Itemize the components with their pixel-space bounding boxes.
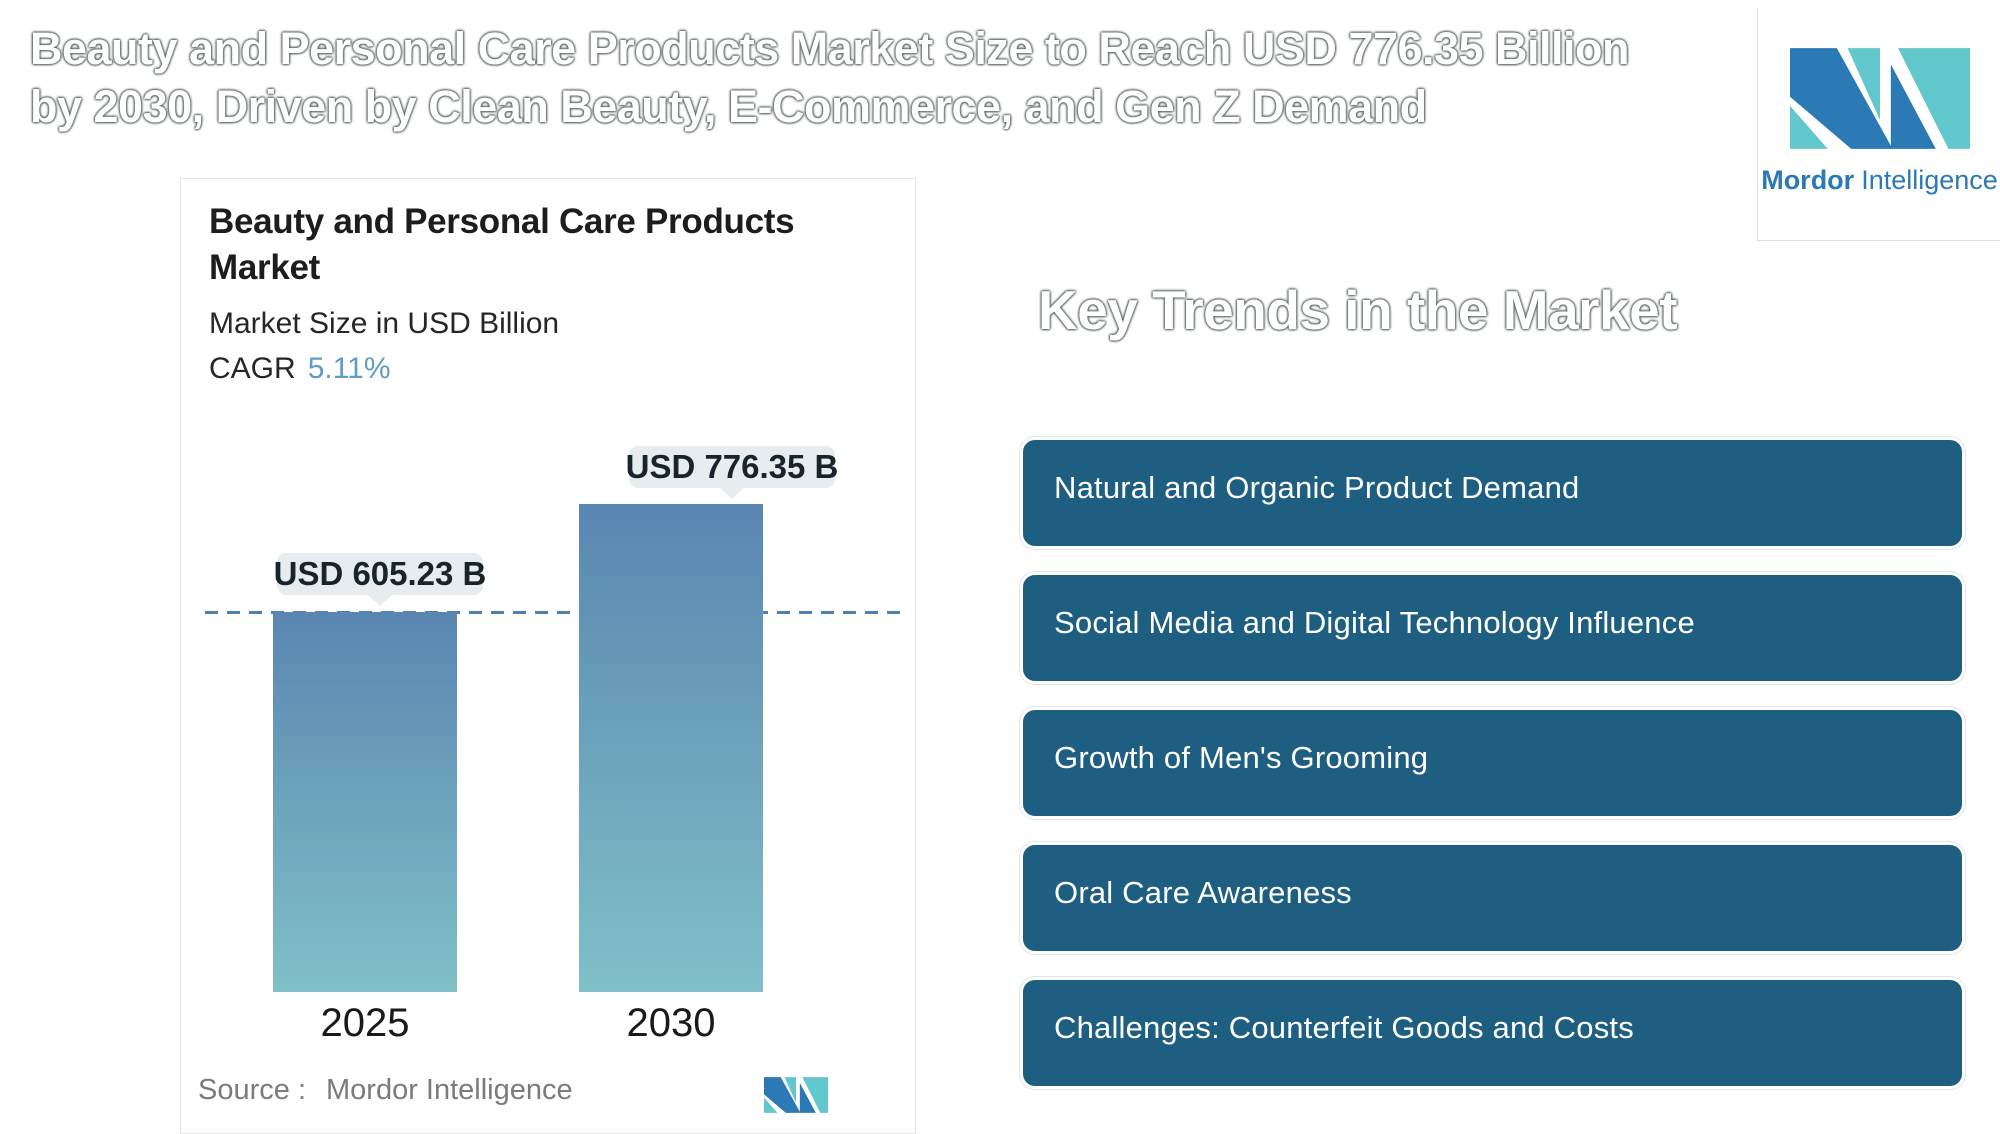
page-title: Beauty and Personal Care Products Market…: [30, 20, 1750, 136]
cagr-value: 5.11%: [307, 352, 391, 385]
value-callout-2025: USD 605.23 B: [274, 553, 486, 595]
page-title-line2: by 2030, Driven by Clean Beauty, E-Comme…: [30, 81, 1427, 132]
chart-subtitle: Market Size in USD Billion: [209, 307, 560, 340]
mordor-intelligence-logo-icon: [1789, 48, 1970, 149]
trend-box-5: Challenges: Counterfeit Goods and Costs: [1020, 977, 1965, 1089]
brand-name: Mordor Intelligence: [1761, 165, 1998, 196]
trend-label-2: Social Media and Digital Technology Infl…: [1054, 605, 1695, 640]
source-value: Mordor Intelligence: [326, 1074, 573, 1106]
trends-heading: Key Trends in the Market: [1038, 279, 1678, 341]
market-chart-card: Beauty and Personal Care Products Market…: [180, 178, 916, 1134]
trend-label-1: Natural and Organic Product Demand: [1054, 470, 1580, 505]
trend-label-4: Oral Care Awareness: [1054, 875, 1352, 910]
chart-title-line2: Market: [209, 248, 321, 287]
trend-box-1: Natural and Organic Product Demand: [1020, 437, 1965, 549]
chart-cagr: CAGR 5.11%: [209, 352, 391, 386]
page-title-line1: Beauty and Personal Care Products Market…: [30, 23, 1630, 74]
trend-box-3: Growth of Men's Grooming: [1020, 707, 1965, 819]
cagr-label: CAGR: [209, 352, 296, 385]
bar-2025: [273, 612, 457, 992]
chart-title: Beauty and Personal Care Products Market: [209, 199, 869, 291]
x-axis-label-2025: 2025: [320, 1001, 410, 1045]
chart-title-line1: Beauty and Personal Care Products: [209, 202, 795, 241]
brand-name-regular: Intelligence: [1861, 165, 1998, 195]
source-row: Source : Mordor Intelligence: [198, 1074, 573, 1107]
trend-box-2: Social Media and Digital Technology Infl…: [1020, 572, 1965, 684]
trend-box-4: Oral Care Awareness: [1020, 842, 1965, 954]
brand-name-bold: Mordor: [1761, 165, 1855, 195]
source-label: Source :: [198, 1074, 306, 1106]
baseline-dashed-line: [205, 611, 905, 614]
bar-2030: [579, 504, 763, 992]
trend-label-3: Growth of Men's Grooming: [1054, 740, 1429, 775]
value-callout-2030: USD 776.35 B: [626, 446, 838, 488]
brand-logo-card: Mordor Intelligence: [1757, 8, 2000, 241]
x-axis-label-2030: 2030: [626, 1001, 716, 1045]
mini-mordor-logo-icon: [764, 1077, 828, 1113]
trend-label-5: Challenges: Counterfeit Goods and Costs: [1054, 1010, 1634, 1045]
